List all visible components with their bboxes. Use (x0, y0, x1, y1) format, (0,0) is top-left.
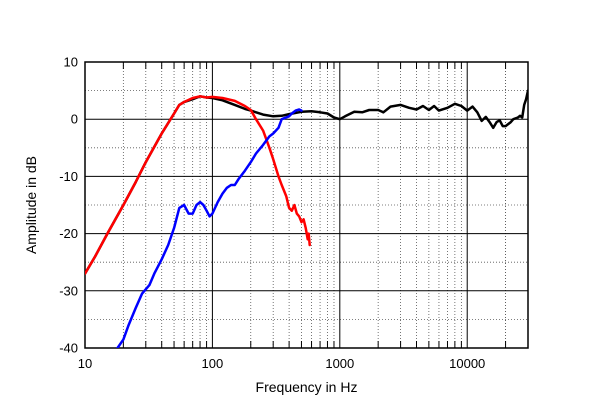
x-axis-label: Frequency in Hz (256, 379, 358, 395)
y-tick-label: -40 (59, 341, 78, 356)
y-axis-label: Amplitude in dB (23, 156, 39, 254)
x-tick-label: 100 (202, 356, 224, 371)
y-tick-labels: 10 0 -10 -20 -30 -40 (59, 55, 78, 356)
y-tick-label: 10 (64, 55, 78, 70)
series-line-3 (116, 108, 303, 348)
plot-frame (84, 61, 529, 349)
x-tick-label: 1000 (325, 356, 354, 371)
y-tick-label: 0 (71, 112, 78, 127)
y-tick-label: -30 (59, 283, 78, 298)
x-tick-labels: 10 100 1000 10000 (78, 356, 486, 371)
series-layer (85, 89, 528, 348)
series-line-2 (85, 95, 311, 275)
x-tick-label: 10 (78, 356, 92, 371)
y-tick-label: -20 (59, 226, 78, 241)
x-tick-label: 10000 (449, 356, 485, 371)
minor-grid (85, 62, 528, 348)
y-tick-label: -10 (59, 169, 78, 184)
